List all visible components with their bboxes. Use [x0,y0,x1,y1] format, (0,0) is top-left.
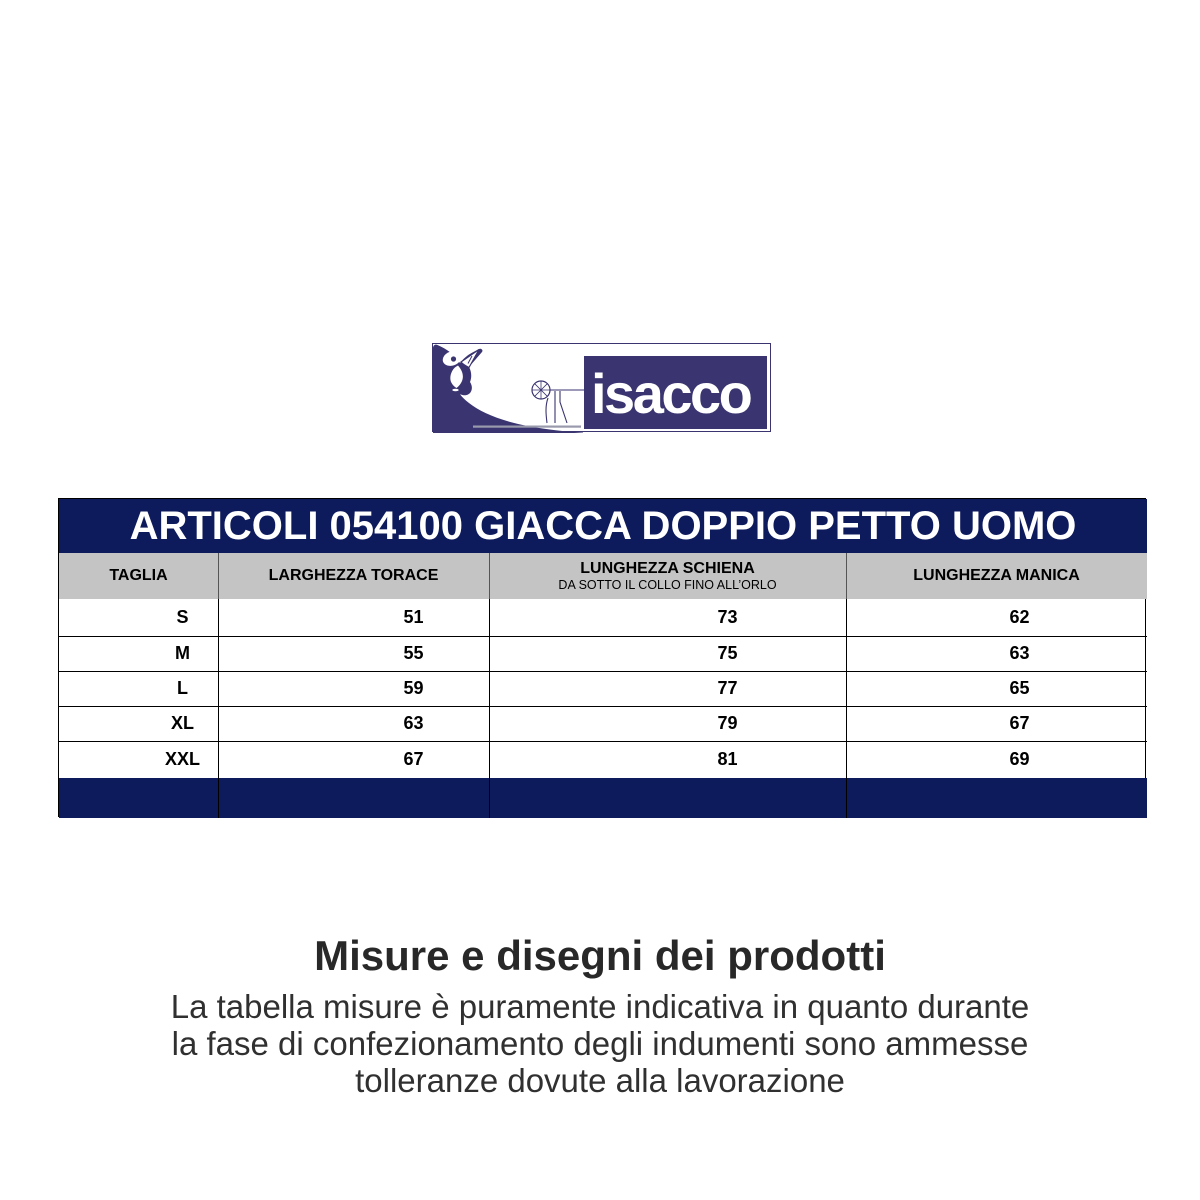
svg-text:isacco: isacco [591,362,752,425]
